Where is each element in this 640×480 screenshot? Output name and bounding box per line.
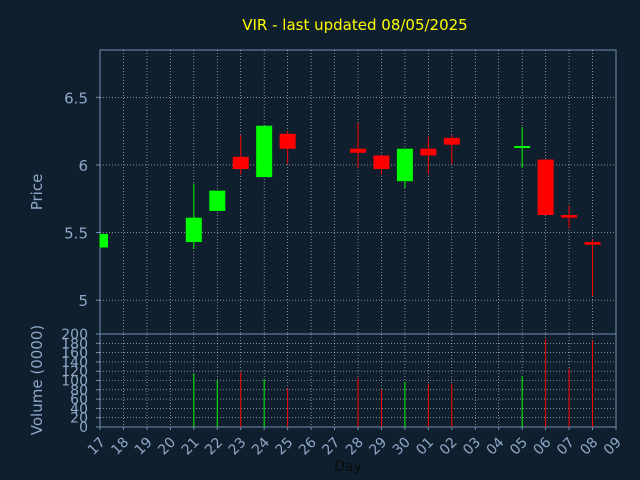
- candle-body: [396, 148, 413, 182]
- x-tick-label: 29: [366, 435, 390, 459]
- x-tick-label: 26: [296, 434, 320, 458]
- volume-y-tick-label: 100: [61, 374, 88, 390]
- x-tick-label: 30: [390, 435, 414, 459]
- x-tick-label: 19: [132, 435, 156, 459]
- price-y-tick-label: 6: [78, 157, 88, 175]
- volume-y-tick-label: 160: [61, 346, 88, 362]
- x-tick-label: 09: [601, 435, 625, 459]
- volume-y-tick-label: 80: [70, 383, 88, 399]
- x-tick-label: 04: [484, 434, 508, 458]
- candle-body: [350, 148, 366, 153]
- candle-body: [420, 148, 437, 156]
- volume-y-tick-label: 120: [61, 364, 88, 380]
- candle-body: [185, 217, 202, 243]
- candle-body: [514, 146, 531, 149]
- price-y-tick-label: 5.5: [64, 225, 88, 243]
- price-y-tick-label: 6.5: [64, 89, 88, 107]
- x-tick-label: 18: [108, 435, 132, 459]
- candle-body: [232, 156, 249, 170]
- x-tick-label: 23: [226, 435, 250, 459]
- x-tick-label: 08: [577, 435, 601, 459]
- x-tick-label: 21: [179, 435, 203, 459]
- candle-body: [279, 133, 296, 149]
- x-tick-label: 01: [413, 435, 437, 459]
- x-tick-label: 20: [155, 435, 179, 459]
- volume-axis-label: Volume (0000): [28, 325, 46, 435]
- x-tick-label: 05: [507, 435, 531, 459]
- candle-body: [443, 137, 460, 145]
- volume-y-tick-label: 180: [61, 336, 88, 352]
- x-tick-label: 27: [319, 435, 343, 459]
- candle-body: [373, 155, 390, 170]
- price-y-tick-label: 5: [78, 292, 88, 310]
- candle-body: [537, 159, 554, 215]
- x-tick-label: 22: [202, 435, 226, 459]
- x-tick-label: 28: [343, 435, 367, 459]
- price-panel: 5 5.5 6 6.5: [64, 49, 617, 335]
- candle-body: [256, 125, 273, 178]
- x-tick-label: 07: [554, 435, 578, 459]
- volume-y-tick-label: 60: [70, 392, 88, 408]
- x-tick-label: 06: [531, 434, 555, 458]
- candle-body: [209, 190, 226, 211]
- volume-y-tick-label: 20: [70, 411, 88, 427]
- x-tick-label: 24: [249, 434, 273, 458]
- candle-body: [100, 233, 108, 248]
- x-axis-label: Day: [334, 459, 362, 475]
- x-tick-label: 17: [85, 435, 109, 459]
- price-axis-label: Price: [28, 174, 46, 211]
- volume-y-tick-label: 40: [70, 401, 88, 417]
- x-tick-label: 25: [273, 435, 297, 459]
- candle-body: [584, 242, 601, 245]
- chart-title: VIR - last updated 08/05/2025: [242, 16, 467, 34]
- candle-body: [561, 214, 578, 218]
- x-tick-label: 03: [460, 435, 484, 459]
- x-tick-label: 02: [437, 435, 461, 459]
- volume-y-tick-label: 200: [61, 327, 88, 343]
- volume-y-tick-label: 0: [79, 420, 88, 436]
- volume-y-tick-label: 140: [61, 355, 88, 371]
